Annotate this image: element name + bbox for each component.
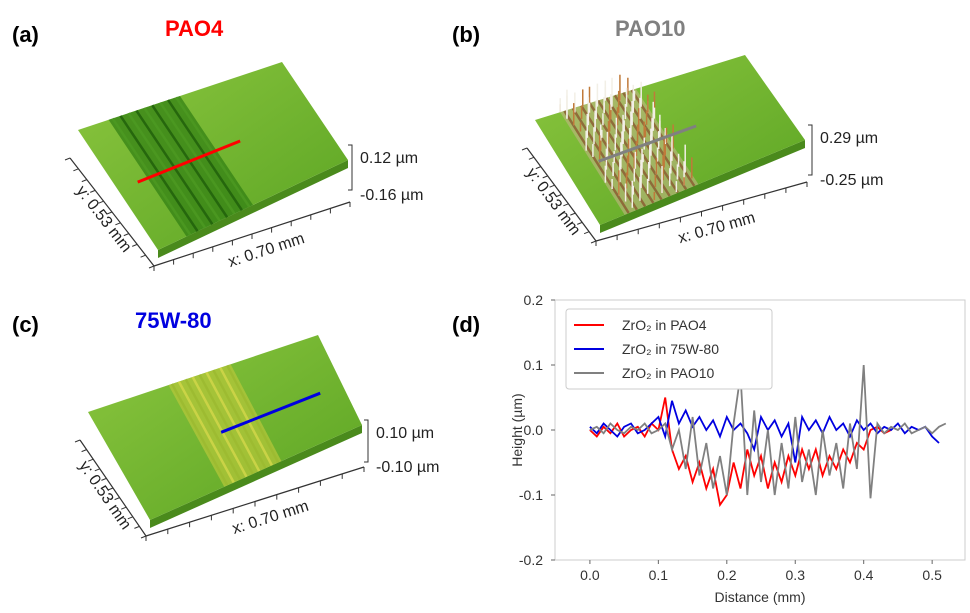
x-tick-label: 0.4 bbox=[854, 567, 874, 583]
surface-side bbox=[600, 140, 805, 233]
y-tick-label: 0.0 bbox=[524, 422, 544, 438]
x-tick-label: 0.1 bbox=[649, 567, 669, 583]
surface bbox=[535, 55, 805, 225]
axis-tick bbox=[121, 506, 127, 510]
axis-tick bbox=[563, 203, 569, 207]
axis-tick bbox=[127, 516, 133, 520]
axis-tick bbox=[123, 233, 129, 237]
profile-line bbox=[598, 124, 697, 163]
x-axis-label: x: 0.70 mm bbox=[230, 498, 311, 538]
wear-track bbox=[168, 364, 282, 487]
axis-tick bbox=[521, 147, 528, 151]
profile-line bbox=[137, 139, 241, 184]
axis-tick bbox=[101, 477, 107, 481]
panel-title: PAO4 bbox=[165, 16, 224, 41]
wear-stripe bbox=[226, 364, 280, 464]
y-tick-label: -0.2 bbox=[519, 552, 543, 568]
legend-label: ZrO₂ in PAO10 bbox=[622, 365, 715, 381]
wear-stripe bbox=[205, 371, 261, 472]
axis-tick bbox=[88, 458, 94, 462]
x-tick-label: 0.3 bbox=[786, 567, 806, 583]
panel-title: 75W-80 bbox=[135, 308, 212, 333]
z-max-label: 0.29 µm bbox=[820, 130, 878, 147]
z-scale-bar bbox=[808, 124, 813, 176]
axis-tick bbox=[583, 231, 590, 235]
axis-tick bbox=[556, 194, 562, 197]
x-tick-label: 0.0 bbox=[580, 567, 600, 583]
axis-tick bbox=[134, 525, 140, 529]
axis-tick bbox=[106, 211, 113, 215]
axis-tick bbox=[73, 168, 79, 172]
axis-tick bbox=[542, 175, 548, 179]
x-axis-label: x: 0.70 mm bbox=[226, 230, 307, 271]
surface-side bbox=[158, 160, 348, 258]
axis-tick bbox=[81, 449, 87, 453]
surface-side bbox=[150, 425, 362, 528]
wear-stripe bbox=[184, 378, 242, 481]
legend bbox=[565, 308, 773, 390]
x-tick-label: 0.2 bbox=[717, 567, 737, 583]
axis-tick bbox=[81, 179, 87, 183]
axis-tick bbox=[535, 166, 541, 170]
wear-stripe bbox=[563, 110, 630, 214]
wear-stripe bbox=[219, 367, 274, 466]
panel-label: (a) bbox=[12, 22, 39, 47]
profile-line bbox=[220, 391, 321, 434]
axis-tick bbox=[107, 487, 114, 491]
wear-stripe bbox=[170, 383, 229, 486]
y-axis-title: Height (µm) bbox=[509, 393, 525, 466]
panel-label: (d) bbox=[452, 312, 480, 337]
z-min-label: -0.10 µm bbox=[376, 459, 439, 476]
axis-tick bbox=[549, 184, 555, 188]
z-min-label: -0.25 µm bbox=[820, 172, 883, 189]
y-tick-label: 0.1 bbox=[524, 357, 544, 373]
axis-tick bbox=[90, 189, 96, 193]
axis-tick bbox=[64, 157, 71, 161]
wear-stripe bbox=[191, 376, 248, 478]
axis-tick bbox=[590, 240, 597, 244]
wear-stripe bbox=[212, 369, 267, 469]
z-min-label: -0.16 µm bbox=[360, 187, 423, 204]
axis-tick bbox=[94, 468, 100, 472]
axis-tick bbox=[140, 254, 146, 258]
wear-stripe bbox=[198, 374, 254, 475]
series-line bbox=[589, 400, 940, 463]
z-scale-bar bbox=[364, 419, 369, 463]
legend-label: ZrO₂ in PAO4 bbox=[622, 317, 707, 333]
axis-tick bbox=[114, 497, 120, 501]
axis-tick bbox=[140, 535, 147, 539]
axis-tick bbox=[115, 222, 121, 226]
x-tick-label: 0.5 bbox=[922, 567, 942, 583]
x-axis-title: Distance (mm) bbox=[714, 589, 805, 605]
series-line bbox=[589, 364, 947, 499]
axis-tick bbox=[132, 243, 138, 247]
axis-tick bbox=[74, 439, 81, 443]
panel-label: (c) bbox=[12, 312, 39, 337]
series-line bbox=[589, 397, 892, 508]
axis-tick bbox=[577, 221, 583, 225]
z-max-label: 0.12 µm bbox=[360, 150, 418, 167]
y-tick-label: -0.1 bbox=[519, 487, 543, 503]
z-max-label: 0.10 µm bbox=[376, 425, 434, 442]
axis-tick bbox=[570, 212, 576, 216]
legend-label: ZrO₂ in 75W-80 bbox=[622, 341, 719, 357]
axis-tick bbox=[98, 200, 104, 204]
z-scale-bar bbox=[348, 144, 353, 191]
wear-stripe bbox=[177, 380, 235, 484]
y-tick-label: 0.2 bbox=[524, 292, 544, 308]
axis-tick bbox=[528, 156, 535, 160]
panel-label: (b) bbox=[452, 22, 480, 47]
axis-tick bbox=[148, 265, 155, 269]
panel-title: PAO10 bbox=[615, 16, 686, 41]
